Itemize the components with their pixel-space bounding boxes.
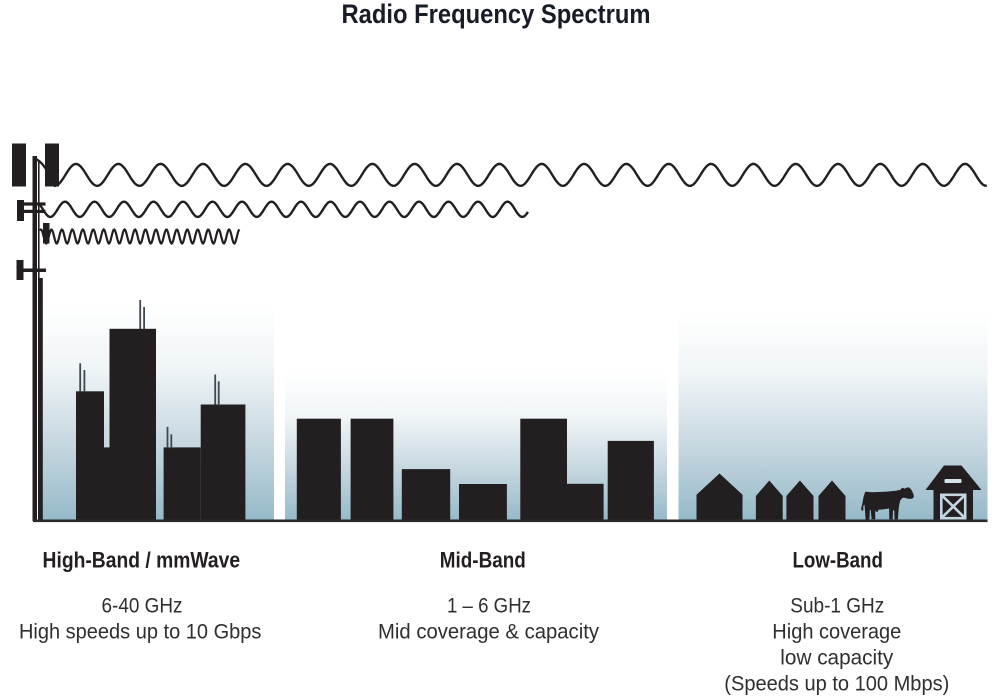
- svg-text:Mid-Band: Mid-Band: [440, 548, 526, 573]
- svg-text:(Speeds up to 100 Mbps): (Speeds up to 100 Mbps): [724, 671, 949, 695]
- svg-text:Mid coverage & capacity: Mid coverage & capacity: [378, 619, 599, 643]
- svg-text:High-Band / mmWave: High-Band / mmWave: [43, 548, 241, 573]
- svg-text:Sub-1 GHz: Sub-1 GHz: [790, 593, 884, 617]
- svg-text:6-40 GHz: 6-40 GHz: [102, 593, 183, 617]
- svg-text:High speeds up to 10 Gbps: High speeds up to 10 Gbps: [19, 619, 262, 643]
- svg-text:1 – 6 GHz: 1 – 6 GHz: [447, 593, 531, 617]
- svg-text:High coverage: High coverage: [772, 619, 901, 643]
- svg-text:low capacity: low capacity: [780, 645, 893, 669]
- svg-text:Low-Band: Low-Band: [792, 548, 883, 573]
- svg-text:Radio Frequency Spectrum: Radio Frequency Spectrum: [342, 0, 651, 29]
